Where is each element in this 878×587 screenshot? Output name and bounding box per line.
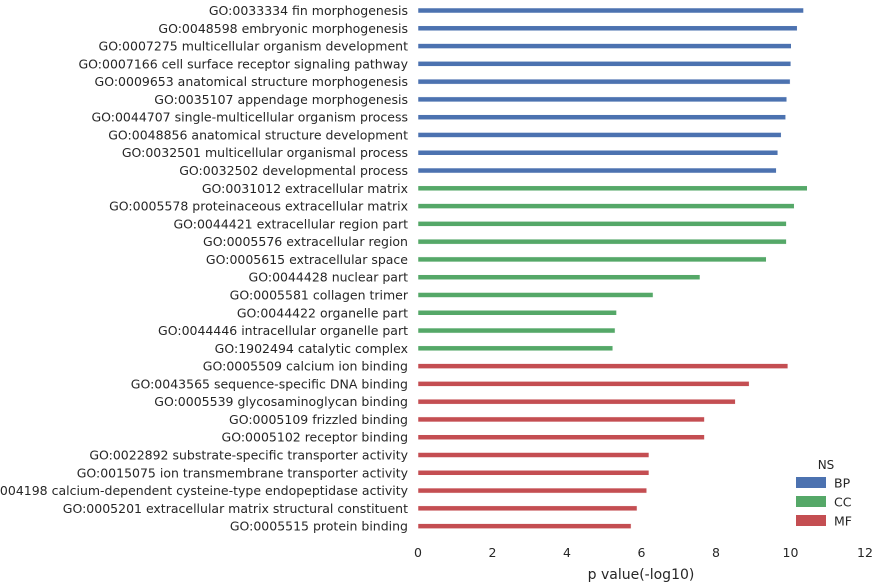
x-axis-label: p value(-log10) — [588, 567, 695, 583]
category-label: GO:0005109 frizzled binding — [229, 412, 408, 427]
category-label: GO:0005539 glycosaminoglycan binding — [154, 394, 408, 409]
category-label: GO:0044707 single-multicellular organism… — [91, 110, 408, 125]
category-label: GO:0005578 proteinaceous extracellular m… — [109, 199, 408, 214]
legend-swatch-bp — [796, 477, 826, 488]
category-label: GO:0031012 extracellular matrix — [202, 181, 408, 196]
category-label: GO:0005615 extracellular space — [206, 252, 408, 267]
category-label: GO:0043565 sequence-specific DNA binding — [131, 376, 408, 391]
category-label: GO:0044421 extracellular region part — [173, 216, 408, 231]
legend-label-mf: MF — [834, 514, 852, 529]
bars-layer — [417, 7, 808, 529]
bar — [417, 221, 787, 227]
category-label: GO:0005581 collagen trimer — [230, 287, 409, 302]
legend: NS BP CC MF — [796, 458, 852, 529]
category-label: GO:0032501 multicellular organismal proc… — [122, 145, 408, 160]
bar — [417, 363, 789, 369]
category-label: GO:0007166 cell surface receptor signali… — [78, 56, 408, 71]
bar — [417, 132, 782, 138]
category-label: GO:0004198 calcium-dependent cysteine-ty… — [0, 483, 409, 498]
bar — [417, 185, 808, 192]
category-label: GO:0048598 embryonic morphogenesis — [158, 21, 408, 36]
legend-swatch-cc — [796, 496, 826, 507]
bar — [417, 292, 654, 298]
category-label: GO:0035107 appendage morphogenesis — [154, 92, 408, 107]
legend-title: NS — [818, 458, 835, 472]
bar — [417, 398, 736, 405]
category-label: GO:0048856 anatomical structure developm… — [108, 127, 408, 142]
bar — [417, 470, 650, 476]
bar — [417, 381, 750, 387]
x-axis-ticks: 0 2 4 6 8 10 12 — [414, 545, 873, 560]
category-label: GO:0033334 fin morphogenesis — [209, 3, 408, 18]
x-tick-label: 6 — [638, 545, 646, 560]
category-label: GO:0022892 substrate-specific transporte… — [89, 448, 408, 463]
legend-items: BP CC MF — [796, 476, 852, 529]
bar — [417, 238, 787, 245]
category-label: GO:0005515 protein binding — [230, 519, 408, 534]
category-label: GO:0015075 ion transmembrane transporter… — [77, 465, 409, 480]
category-label: GO:0005201 extracellular matrix structur… — [63, 501, 408, 516]
bar — [417, 149, 779, 156]
category-labels: GO:0033334 fin morphogenesis GO:0048598 e… — [0, 3, 409, 534]
legend-swatch-mf — [796, 515, 826, 526]
x-tick-label: 2 — [489, 545, 497, 560]
bar — [417, 327, 616, 334]
bar — [417, 167, 777, 174]
category-label: GO:0005509 calcium ion binding — [203, 359, 408, 374]
bar — [417, 452, 650, 458]
category-label: GO:0044428 nuclear part — [249, 270, 409, 285]
category-label: GO:0005576 extracellular region — [203, 234, 408, 249]
bar — [417, 114, 786, 120]
category-label: GO:0032502 developmental process — [179, 163, 408, 178]
legend-label-cc: CC — [834, 495, 852, 510]
bar — [417, 25, 798, 32]
bar — [417, 61, 792, 67]
bar — [417, 274, 701, 280]
bar — [417, 78, 791, 85]
category-label: GO:0044422 organelle part — [237, 305, 408, 320]
bar — [417, 416, 705, 423]
bar — [417, 487, 647, 494]
bar — [417, 96, 788, 103]
x-tick-label: 4 — [563, 545, 571, 560]
bar — [417, 256, 767, 263]
category-label: GO:0009653 anatomical structure morphoge… — [95, 74, 408, 89]
bar — [417, 43, 792, 49]
category-label: GO:1902494 catalytic complex — [215, 341, 408, 356]
bar — [417, 434, 705, 440]
x-tick-label: 12 — [857, 545, 873, 560]
category-label: GO:0007275 multicellular organism develo… — [99, 39, 409, 54]
x-tick-label: 8 — [712, 545, 720, 560]
bar — [417, 7, 804, 14]
bar — [417, 345, 614, 352]
category-label: GO:0044446 intracellular organelle part — [158, 323, 408, 338]
x-tick-label: 0 — [414, 545, 422, 560]
bar — [417, 505, 638, 512]
legend-label-bp: BP — [834, 476, 851, 491]
x-tick-label: 10 — [783, 545, 799, 560]
bar — [417, 203, 795, 209]
category-label: GO:0005102 receptor binding — [222, 430, 408, 445]
bar — [417, 310, 617, 316]
bar — [417, 523, 632, 529]
